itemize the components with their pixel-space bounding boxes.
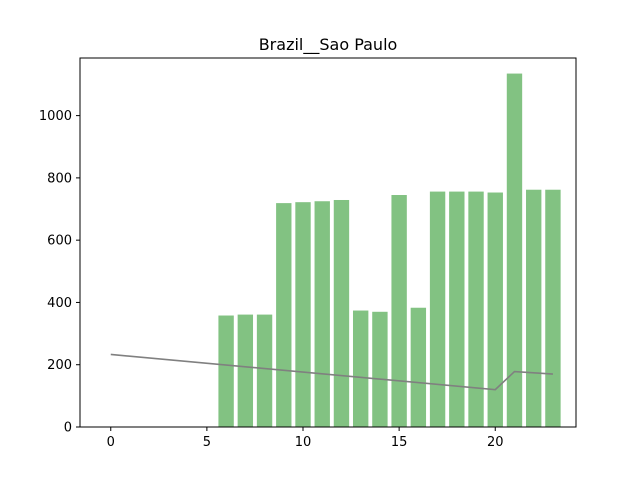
x-tick-label-15: 15 [391, 435, 408, 450]
series-line [110, 353, 553, 391]
line-layer [110, 353, 553, 391]
bar-14 [372, 311, 388, 427]
bar-13 [352, 310, 369, 427]
bar-16 [410, 307, 427, 427]
bar-6 [218, 315, 234, 427]
x-tick-label-10: 10 [295, 435, 312, 450]
x-tick-label-20: 20 [487, 435, 504, 450]
bars-layer [218, 73, 561, 428]
bar-15 [391, 195, 407, 427]
y-tick-label-400: 400 [47, 296, 72, 311]
bar-21 [506, 73, 523, 428]
bar-23 [545, 189, 561, 427]
x-tick-label-5: 5 [203, 435, 211, 450]
bar-18 [449, 191, 465, 427]
chart-title: Brazil__Sao Paulo [259, 35, 398, 55]
x-tick-label-0: 0 [107, 435, 115, 450]
y-tick-label-0: 0 [64, 421, 72, 436]
y-tick-label-200: 200 [47, 358, 72, 373]
bar-22 [526, 189, 542, 427]
bar-12 [333, 199, 350, 427]
plot-frame [79, 57, 577, 428]
bar-9 [276, 203, 292, 427]
bar-19 [468, 191, 484, 427]
y-tick-label-600: 600 [47, 234, 72, 249]
bar-17 [429, 191, 446, 427]
bar-7 [237, 314, 254, 427]
y-tick-label-800: 800 [47, 171, 72, 186]
y-tick-label-1000: 1000 [39, 109, 72, 124]
bar-20 [487, 192, 503, 427]
bar-10 [295, 202, 311, 427]
bar-11 [314, 201, 330, 427]
bar-8 [256, 314, 273, 427]
